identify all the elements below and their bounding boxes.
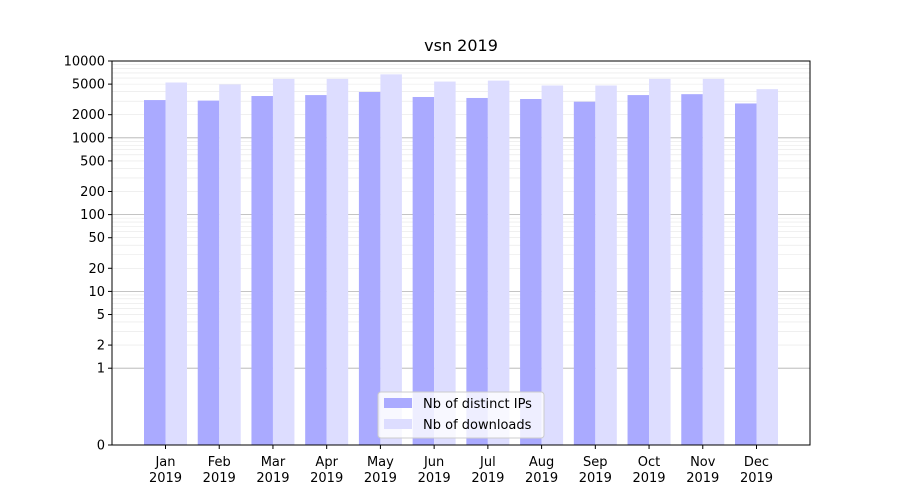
legend: Nb of distinct IPs Nb of downloads	[377, 391, 545, 439]
bar-distinct-ips	[735, 103, 757, 446]
x-tick-label-year: 2019	[471, 471, 504, 486]
x-tick-label-year: 2019	[310, 471, 343, 486]
bar-distinct-ips	[412, 96, 435, 445]
legend-label-distinct-ips: Nb of distinct IPs	[423, 397, 532, 412]
bars	[144, 74, 778, 446]
x-tick-label-year: 2019	[418, 471, 451, 486]
bar-distinct-ips	[197, 100, 220, 445]
bar-downloads	[541, 85, 564, 445]
bar-downloads	[219, 84, 241, 446]
y-tick-label: 20	[88, 262, 105, 277]
x-tick-label-month: Feb	[208, 455, 231, 470]
x-tick-label-month: Sep	[583, 455, 608, 470]
bar-distinct-ips	[305, 95, 327, 446]
y-tick-label: 2000	[72, 108, 105, 123]
y-tick-label: 500	[80, 154, 105, 169]
chart-title: vsn 2019	[424, 36, 498, 55]
bar-downloads	[272, 78, 295, 445]
bar-distinct-ips	[144, 100, 166, 446]
x-tick-label-month: Nov	[690, 455, 716, 470]
x-tick-label-year: 2019	[256, 471, 289, 486]
x-tick-label-month: Oct	[638, 455, 660, 470]
legend-label-downloads: Nb of downloads	[423, 418, 532, 433]
x-tick-label-year: 2019	[632, 471, 665, 486]
bar-distinct-ips	[251, 96, 273, 446]
x-tick-label-month: Mar	[261, 455, 286, 470]
y-tick-label: 5	[97, 308, 105, 323]
y-tick-label: 0	[97, 439, 105, 454]
x-tick-label-month: Jun	[423, 455, 444, 470]
y-tick-label: 1	[97, 362, 105, 377]
y-tick-label: 200	[80, 185, 105, 200]
bar-downloads	[165, 82, 187, 446]
y-tick-label: 10	[88, 285, 105, 300]
x-tick-label-month: Aug	[529, 455, 554, 470]
y-tick-label: 50	[88, 231, 105, 246]
bar-distinct-ips	[358, 91, 381, 445]
bar-distinct-ips	[627, 95, 650, 446]
bar-downloads	[487, 80, 510, 445]
bar-downloads	[380, 74, 402, 445]
y-tick-label: 5000	[72, 78, 105, 93]
y-tick-label: 10000	[64, 55, 105, 70]
bar-downloads	[326, 78, 349, 445]
bar-downloads	[649, 78, 671, 445]
x-tick-label-month: Jul	[479, 455, 496, 470]
bar-distinct-ips	[573, 101, 596, 446]
x-axis: Jan2019Feb2019Mar2019Apr2019May2019Jun20…	[149, 445, 773, 486]
bar-downloads	[702, 78, 725, 445]
x-tick-label-month: Apr	[315, 455, 338, 470]
bar-downloads	[595, 85, 617, 445]
bar-distinct-ips	[466, 97, 488, 446]
x-tick-label-year: 2019	[686, 471, 719, 486]
y-tick-label: 100	[80, 208, 105, 223]
x-tick-label-month: Dec	[744, 455, 769, 470]
legend-box	[377, 391, 545, 439]
x-tick-label-year: 2019	[579, 471, 612, 486]
legend-swatch-distinct-ips	[384, 398, 412, 408]
bar-downloads	[434, 81, 456, 446]
x-tick-label-month: Jan	[154, 455, 175, 470]
bar-distinct-ips	[681, 94, 703, 445]
bar-distinct-ips	[520, 99, 542, 445]
bar-downloads	[756, 89, 778, 445]
y-axis: 0 1 2 5 10 20 50 100 200 500 1000 2000 5000 10000	[64, 55, 112, 454]
x-tick-label-year: 2019	[149, 471, 182, 486]
x-tick-label-year: 2019	[203, 471, 236, 486]
y-tick-label: 2	[97, 339, 105, 354]
plot-frame	[111, 60, 811, 446]
x-tick-label-year: 2019	[364, 471, 397, 486]
x-tick-label-year: 2019	[740, 471, 773, 486]
x-tick-label-year: 2019	[525, 471, 558, 486]
x-tick-label-month: May	[367, 455, 394, 470]
y-tick-label: 1000	[72, 131, 105, 146]
legend-swatch-downloads	[384, 419, 412, 429]
